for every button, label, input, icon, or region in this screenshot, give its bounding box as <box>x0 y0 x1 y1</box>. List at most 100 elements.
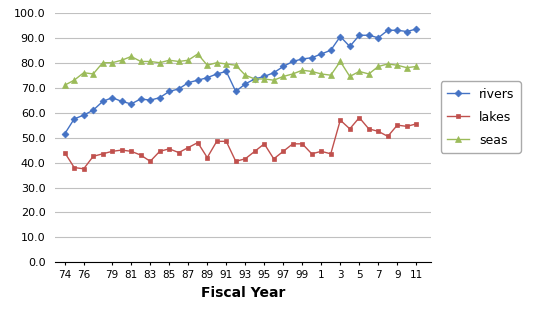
rivers <box>194 78 201 82</box>
seas <box>109 61 115 65</box>
rivers <box>270 71 277 75</box>
seas <box>176 60 182 63</box>
rivers <box>242 82 248 86</box>
seas <box>61 83 68 87</box>
rivers <box>327 48 334 52</box>
seas <box>270 78 277 82</box>
rivers <box>394 28 401 32</box>
seas <box>194 52 201 56</box>
rivers <box>137 97 144 101</box>
seas <box>375 65 381 68</box>
seas <box>289 72 296 76</box>
lakes <box>204 156 210 159</box>
rivers <box>128 102 135 106</box>
seas <box>99 61 106 65</box>
lakes <box>128 149 135 153</box>
seas <box>309 69 315 73</box>
seas <box>365 72 372 76</box>
lakes <box>413 122 420 126</box>
rivers <box>223 69 230 73</box>
seas <box>128 54 135 58</box>
Legend: rivers, lakes, seas: rivers, lakes, seas <box>440 82 521 153</box>
rivers <box>337 35 343 38</box>
seas <box>404 66 410 70</box>
lakes <box>185 146 192 149</box>
rivers <box>156 96 163 100</box>
X-axis label: Fiscal Year: Fiscal Year <box>201 285 285 300</box>
seas <box>261 77 268 81</box>
rivers <box>99 100 106 103</box>
lakes <box>280 149 286 153</box>
seas <box>81 71 87 75</box>
lakes <box>261 142 268 146</box>
rivers <box>299 57 306 61</box>
lakes <box>90 154 97 158</box>
seas <box>156 61 163 65</box>
rivers <box>309 56 315 60</box>
rivers <box>147 98 153 102</box>
seas <box>214 61 220 65</box>
lakes <box>109 149 115 153</box>
lakes <box>270 157 277 161</box>
rivers <box>318 52 325 56</box>
Line: seas: seas <box>62 51 420 88</box>
Line: lakes: lakes <box>62 115 419 171</box>
lakes <box>137 153 144 157</box>
seas <box>385 62 391 66</box>
seas <box>137 60 144 63</box>
lakes <box>99 152 106 156</box>
seas <box>394 63 401 67</box>
seas <box>299 68 306 72</box>
seas <box>280 75 286 78</box>
lakes <box>289 142 296 146</box>
rivers <box>385 28 391 32</box>
lakes <box>194 141 201 145</box>
seas <box>356 69 363 73</box>
lakes <box>385 134 391 138</box>
lakes <box>223 140 230 143</box>
rivers <box>61 132 68 136</box>
seas <box>318 72 325 76</box>
rivers <box>109 96 115 100</box>
lakes <box>347 127 353 131</box>
seas <box>347 75 353 78</box>
rivers <box>347 44 353 48</box>
lakes <box>214 140 220 143</box>
rivers <box>252 77 258 81</box>
rivers <box>289 60 296 63</box>
lakes <box>327 152 334 156</box>
rivers <box>261 75 268 78</box>
seas <box>166 58 173 62</box>
seas <box>413 65 420 68</box>
lakes <box>119 148 125 152</box>
lakes <box>156 149 163 153</box>
seas <box>337 60 343 63</box>
rivers <box>413 27 420 31</box>
rivers <box>119 100 125 103</box>
seas <box>327 73 334 77</box>
seas <box>252 77 258 81</box>
lakes <box>337 118 343 122</box>
lakes <box>166 147 173 151</box>
rivers <box>356 33 363 37</box>
rivers <box>404 29 410 33</box>
lakes <box>61 151 68 155</box>
rivers <box>280 65 286 68</box>
lakes <box>71 166 77 170</box>
rivers <box>365 33 372 37</box>
rivers <box>176 87 182 91</box>
lakes <box>309 152 315 156</box>
lakes <box>356 116 363 120</box>
rivers <box>90 108 97 112</box>
rivers <box>214 72 220 76</box>
lakes <box>365 127 372 131</box>
rivers <box>185 81 192 84</box>
lakes <box>242 157 248 161</box>
lakes <box>147 159 153 163</box>
lakes <box>176 151 182 155</box>
rivers <box>71 117 77 121</box>
seas <box>232 63 239 67</box>
lakes <box>252 149 258 153</box>
seas <box>90 72 97 76</box>
seas <box>185 58 192 62</box>
